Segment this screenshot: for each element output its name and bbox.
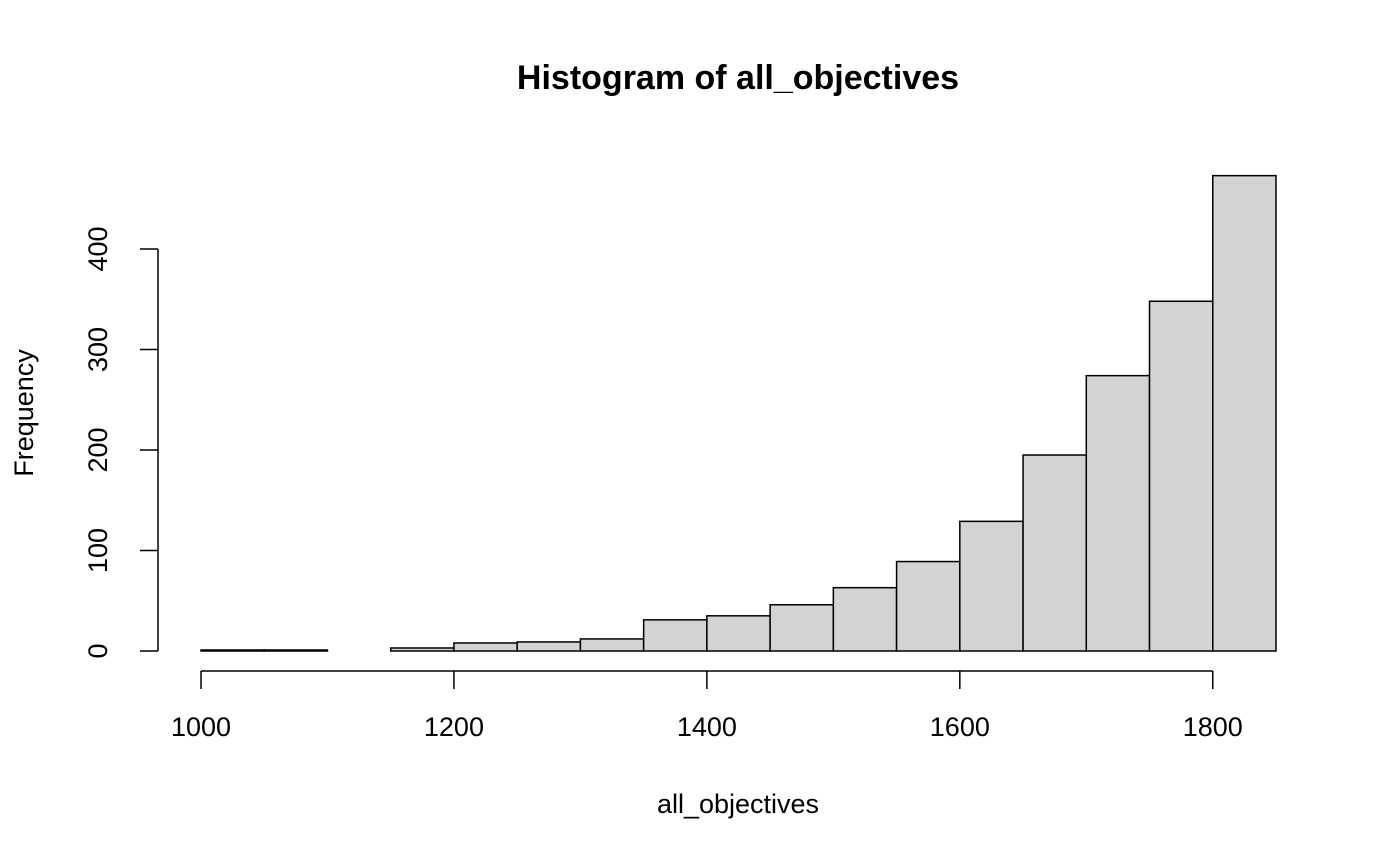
x-tick-label: 1600: [930, 712, 990, 742]
bar: [895, 560, 961, 652]
bar: [832, 586, 898, 652]
bar: [516, 641, 582, 652]
x-tick-label: 1200: [424, 712, 484, 742]
y-tick-label: 100: [83, 528, 113, 573]
bar: [579, 638, 645, 652]
bar: [1022, 454, 1088, 652]
bar: [389, 647, 455, 652]
y-tick-label: 0: [83, 643, 113, 658]
bar: [453, 642, 518, 652]
bar: [1212, 174, 1277, 652]
x-tick-label: 1400: [677, 712, 737, 742]
x-tick-label: 1000: [171, 712, 231, 742]
y-tick-label: 200: [83, 427, 113, 472]
bar: [706, 615, 771, 652]
bar: [200, 649, 265, 652]
x-tick-label: 1800: [1183, 712, 1243, 742]
y-axis-label: Frequency: [9, 349, 39, 477]
bar: [769, 604, 835, 652]
y-tick-label: 400: [83, 226, 113, 271]
bar: [263, 649, 329, 652]
y-tick-label: 300: [83, 327, 113, 372]
bar: [1085, 374, 1151, 652]
bar: [1148, 300, 1214, 652]
bar: [642, 619, 708, 652]
bar: [959, 520, 1024, 652]
x-axis-label: all_objectives: [657, 789, 819, 819]
chart-title: Histogram of all_objectives: [517, 59, 959, 97]
